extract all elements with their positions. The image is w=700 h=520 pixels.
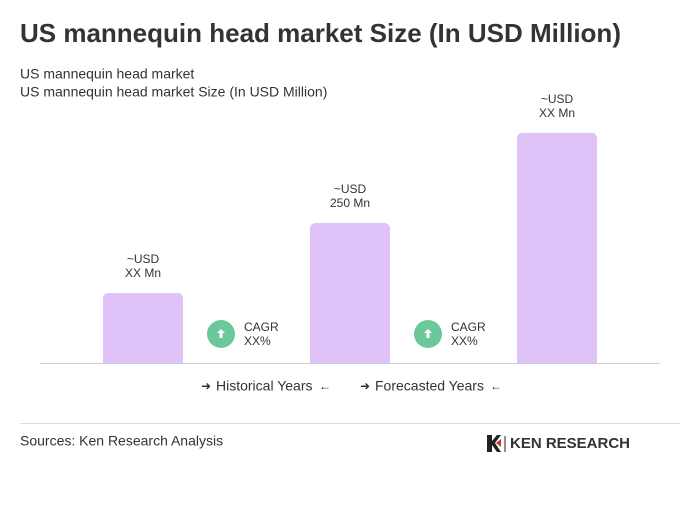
arrow: ➜	[201, 379, 211, 393]
period-label: Historical Years	[216, 378, 313, 394]
value-label: ~USD XX Mn	[539, 92, 575, 120]
arrow: ←	[490, 379, 502, 393]
arrow: ←	[319, 379, 331, 393]
logo: KEN RESEARCH	[487, 435, 630, 452]
cagr-arrow	[424, 329, 432, 338]
chart-title: US mannequin head market Size (In USD Mi…	[20, 18, 621, 48]
logo-text: KEN RESEARCH	[510, 435, 630, 452]
cagr-value: XX%	[244, 334, 271, 348]
bar	[103, 293, 183, 363]
cagr-arrow	[217, 329, 225, 338]
subtitle: US mannequin head market Size (In USD Mi…	[20, 84, 327, 100]
cagr-label: CAGR	[451, 320, 486, 334]
source: Sources: Ken Research Analysis	[20, 433, 223, 449]
cagr-label: CAGR	[244, 320, 279, 334]
value-label: ~USD XX Mn	[125, 252, 161, 280]
bar	[310, 223, 390, 363]
cagr-value: XX%	[451, 334, 478, 348]
arrow: ➜	[360, 379, 370, 393]
period-label: Forecasted Years	[375, 378, 484, 394]
subtitle: US mannequin head market	[20, 66, 194, 82]
bar	[517, 132, 597, 363]
logo-icon	[496, 439, 501, 447]
value-label: ~USD 250 Mn	[330, 182, 370, 210]
logo-icon	[487, 435, 501, 452]
